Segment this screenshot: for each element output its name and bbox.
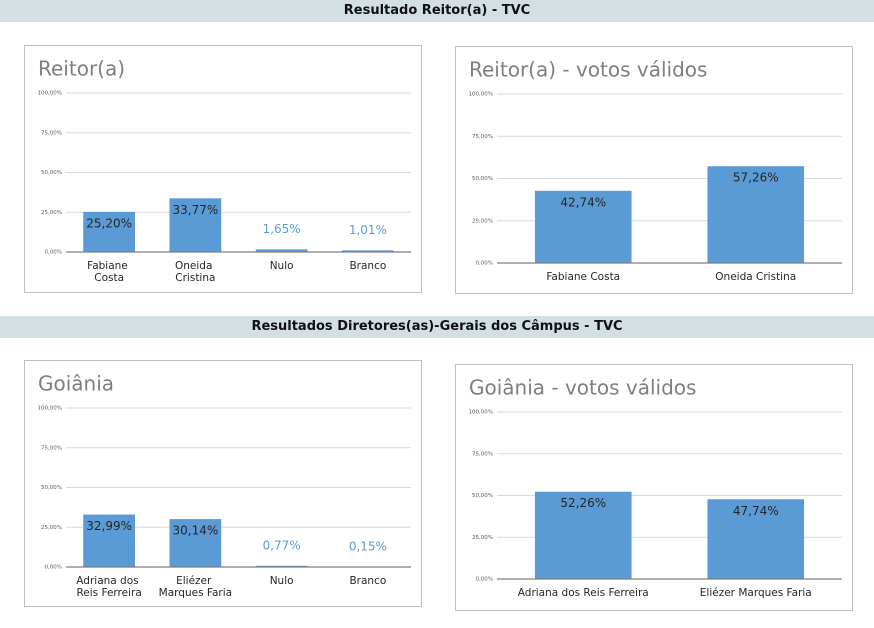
bar	[83, 514, 135, 567]
y-tick-label: 25,00%	[41, 210, 62, 216]
x-tick-label: Nulo	[270, 575, 294, 587]
x-tick-label: Eliézer Marques Faria	[700, 587, 812, 599]
y-tick-label: 0,00%	[476, 577, 493, 583]
chart-title: Reitor(a)	[38, 57, 125, 81]
bar	[534, 190, 632, 263]
y-tick-label: 0,00%	[45, 250, 62, 256]
x-tick-label: Oneida Cristina	[715, 271, 796, 283]
x-tick-label: Eliézer Marques Faria	[159, 575, 232, 599]
chart: Reitor(a) 0,00% 25,00% 50,00% 75,00% 100,00% F…	[24, 45, 422, 293]
value-label: 25,20%	[86, 216, 132, 230]
bar	[169, 198, 222, 252]
value-label: 30,14%	[172, 524, 218, 538]
y-tick-label: 75,00%	[472, 134, 493, 140]
chart: Goiânia 0,00% 25,00% 50,00% 75,00% 100,00% Adr…	[24, 360, 422, 607]
y-tick-label: 100,00%	[469, 92, 493, 98]
x-tick-label: Fabiane Costa	[546, 271, 620, 283]
y-tick-label: 100,00%	[469, 410, 493, 416]
value-label: 0,77%	[263, 538, 301, 552]
x-tick-label: Adriana dos Reis Ferreira	[518, 587, 649, 599]
x-tick-label: Nulo	[270, 260, 294, 272]
x-tick-label: Branco	[349, 260, 386, 272]
bar	[255, 249, 308, 252]
bar	[83, 211, 135, 252]
y-tick-label: 75,00%	[41, 445, 62, 451]
value-label: 57,26%	[733, 171, 779, 185]
chart: Reitor(a) - votos válidos 0,00% 25,00% 50,0…	[455, 46, 853, 294]
chart: Goiânia - votos válidos 0,00% 25,00% 50,00%…	[455, 364, 853, 611]
bar	[534, 491, 632, 579]
section-header: Resultados Diretores(as)-Gerais dos Câmp…	[0, 316, 874, 338]
y-tick-label: 50,00%	[472, 493, 493, 499]
chart-title: Reitor(a) - votos válidos	[469, 58, 707, 82]
x-tick-label: Adriana dos Reis Ferreira	[76, 575, 142, 599]
bar	[707, 166, 805, 263]
bar	[707, 499, 805, 579]
y-tick-label: 50,00%	[472, 176, 493, 182]
x-tick-label: Oneida Cristina	[175, 260, 216, 284]
value-label: 47,74%	[733, 504, 779, 518]
y-tick-label: 25,00%	[472, 218, 493, 224]
y-tick-label: 25,00%	[472, 535, 493, 541]
chart-title: Goiânia - votos válidos	[469, 376, 696, 400]
bar	[169, 519, 222, 567]
bar	[342, 250, 394, 252]
section-header: Resultado Reitor(a) - TVC	[0, 0, 874, 22]
value-label: 1,65%	[263, 222, 301, 236]
bar	[255, 565, 308, 567]
y-tick-label: 25,00%	[41, 525, 62, 531]
y-tick-label: 75,00%	[472, 451, 493, 457]
y-tick-label: 50,00%	[41, 170, 62, 176]
y-tick-label: 75,00%	[41, 130, 62, 136]
value-label: 32,99%	[86, 519, 132, 533]
x-tick-label: Fabiane Costa	[87, 260, 131, 284]
value-label: 42,74%	[560, 195, 606, 209]
y-tick-label: 0,00%	[476, 261, 493, 267]
y-tick-label: 50,00%	[41, 485, 62, 491]
chart-title: Goiânia	[38, 372, 114, 396]
value-label: 1,01%	[349, 223, 387, 237]
value-label: 33,77%	[172, 203, 218, 217]
y-tick-label: 0,00%	[45, 565, 62, 571]
y-tick-label: 100,00%	[38, 91, 62, 97]
value-label: 0,15%	[349, 539, 387, 553]
y-tick-label: 100,00%	[38, 406, 62, 412]
x-tick-label: Branco	[349, 575, 386, 587]
value-label: 52,26%	[560, 496, 606, 510]
